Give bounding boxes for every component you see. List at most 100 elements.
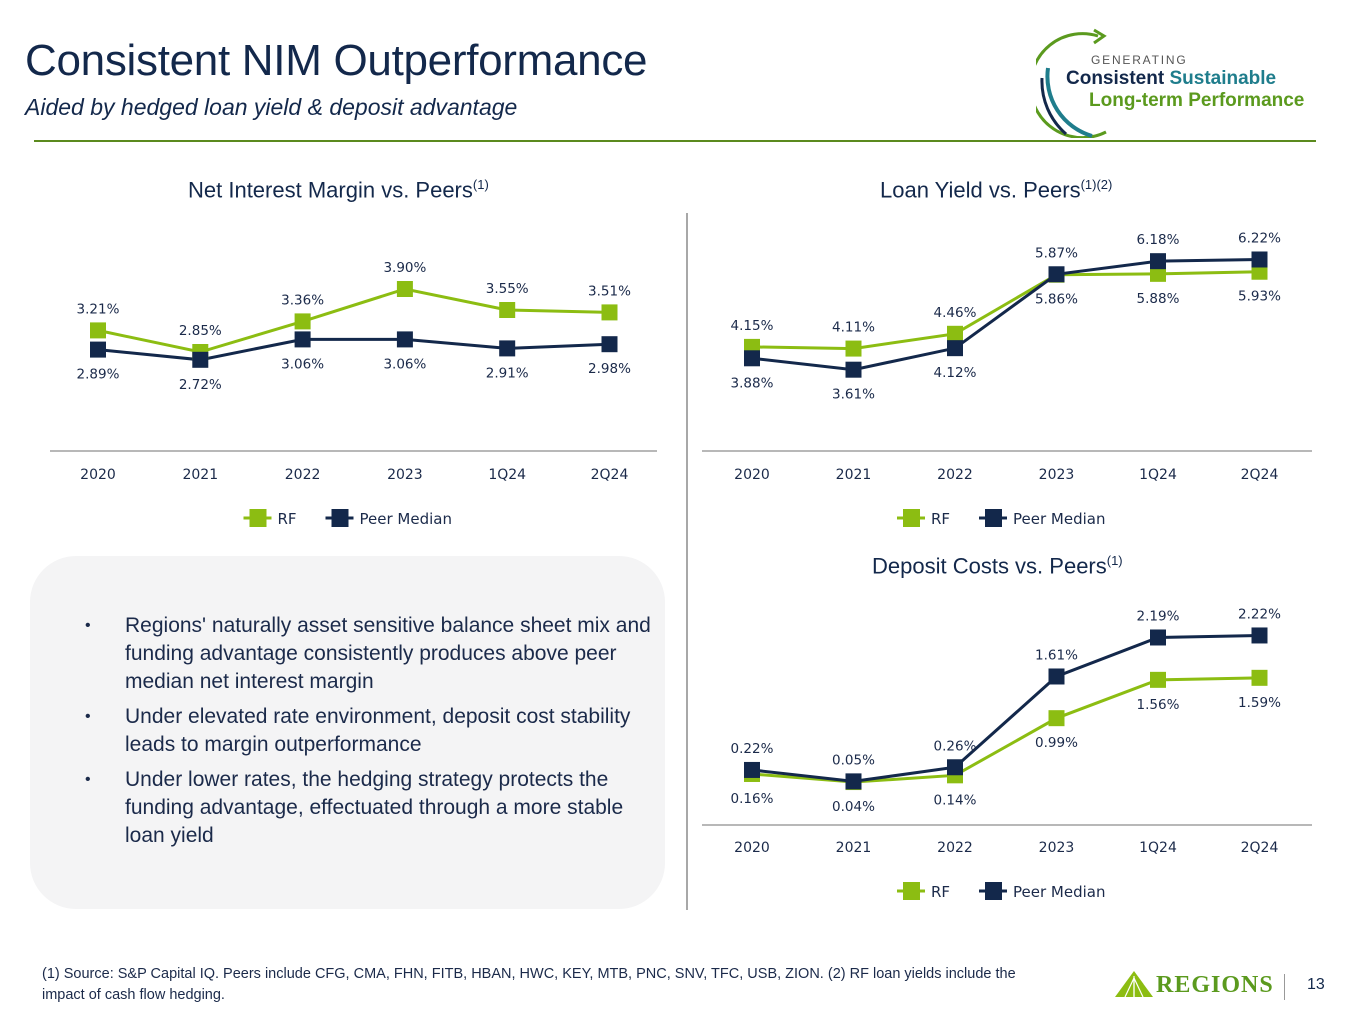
- legend-square-icon: [331, 509, 349, 527]
- rf-data-label: 3.51%: [588, 283, 631, 299]
- peer-median-data-point: [845, 773, 862, 790]
- peer-median-data-point: [90, 341, 106, 358]
- deposit-chart-title: Deposit Costs vs. Peers(1): [872, 553, 1123, 579]
- peer-median-data-point: [601, 336, 618, 353]
- peer-median-data-point: [1251, 251, 1268, 268]
- legend-label-rf: RF: [931, 883, 950, 901]
- deposit-title-text: Deposit Costs vs. Peers: [872, 553, 1107, 579]
- rf-series-line: [751, 676, 1260, 784]
- rf-data-label: 0.16%: [731, 791, 774, 807]
- peer-median-data-label: 2.98%: [588, 361, 631, 377]
- rf-data-label: 4.11%: [832, 320, 875, 336]
- rf-data-label: 1.59%: [1238, 695, 1281, 711]
- x-tick-label: 2Q24: [1241, 840, 1279, 856]
- x-tick-label: 1Q24: [1139, 467, 1177, 483]
- rf-data-label: 2.85%: [179, 323, 222, 339]
- key-points-callout: • Regions' naturally asset sensitive bala…: [30, 556, 665, 909]
- chart-legend: RF Peer Median: [897, 509, 1105, 528]
- peer-median-data-label: 3.61%: [832, 387, 875, 403]
- rf-data-point: [601, 304, 618, 321]
- peer-median-data-label: 4.12%: [934, 365, 977, 381]
- rf-data-point: [396, 281, 413, 297]
- loan-title-text: Loan Yield vs. Peers: [880, 177, 1081, 203]
- regions-pyramid-icon: [1115, 971, 1153, 998]
- x-tick-label: 2Q24: [1241, 467, 1279, 483]
- peer-median-data-label: 5.87%: [1035, 245, 1078, 261]
- header-divider: [34, 140, 1316, 142]
- rf-data-point: [1048, 710, 1065, 727]
- peer-median-data-label: 0.26%: [934, 738, 977, 754]
- peer-median-data-point: [1150, 629, 1166, 646]
- legend-square-icon: [985, 509, 1002, 527]
- key-points-list: • Regions' naturally asset sensitive bala…: [85, 612, 655, 857]
- arc-arrow-icon: [1036, 28, 1107, 138]
- rf-data-label: 0.04%: [832, 799, 875, 815]
- bullet-icon: •: [85, 617, 91, 634]
- x-tick-label: 1Q24: [488, 467, 526, 483]
- rf-data-label: 3.55%: [486, 281, 529, 297]
- peer-median-data-label: 2.22%: [1238, 606, 1281, 622]
- logo-line2: Long-term Performance: [1089, 90, 1305, 111]
- rf-series-line: [97, 287, 610, 354]
- peer-median-data-point: [1150, 253, 1166, 270]
- x-tick-label: 2020: [80, 467, 116, 483]
- rf-data-label: 3.90%: [383, 260, 426, 276]
- rf-data-label: 1.56%: [1137, 697, 1180, 713]
- loan-title-footnote: (1)(2): [1080, 177, 1113, 192]
- deposit-title-footnote: (1): [1106, 553, 1123, 568]
- bullet-icon: •: [85, 708, 91, 725]
- peer-median-series-line: [751, 257, 1260, 372]
- peer-median-data-point: [744, 761, 760, 778]
- regions-wordmark: Regions: [1156, 972, 1274, 998]
- peer-median-series-line: [751, 633, 1260, 783]
- peer-median-data-label: 3.88%: [731, 375, 774, 391]
- bullet-icon: •: [85, 771, 91, 788]
- peer-median-data-label: 2.19%: [1137, 608, 1180, 624]
- peer-median-data-point: [1048, 668, 1065, 685]
- generating-performance-logo: GENERATING Consistent Sustainable Long-t…: [1036, 28, 1326, 138]
- peer-median-data-point: [192, 351, 209, 368]
- legend-label-peer-median: Peer Median: [1013, 510, 1105, 528]
- logo-generating: GENERATING: [1091, 53, 1188, 67]
- rf-data-label: 3.36%: [281, 292, 324, 308]
- legend-label-rf: RF: [278, 510, 297, 528]
- rf-data-label: 0.99%: [1035, 735, 1078, 751]
- x-tick-label: 2021: [836, 467, 872, 483]
- rf-data-point: [499, 302, 516, 318]
- peer-median-data-label: 1.61%: [1035, 647, 1078, 663]
- peer-median-data-point: [947, 340, 963, 357]
- peer-median-data-point: [947, 759, 963, 776]
- rf-data-point: [1251, 263, 1268, 280]
- rf-series-line: [751, 270, 1260, 351]
- rf-data-label: 5.88%: [1137, 291, 1180, 307]
- chart-legend: RF Peer Median: [243, 509, 452, 528]
- peer-median-data-point: [294, 331, 311, 348]
- peer-median-data-label: 3.06%: [383, 356, 426, 372]
- rf-data-label: 4.15%: [731, 318, 774, 334]
- key-point-item: • Under lower rates, the hedging strategy…: [85, 766, 655, 850]
- rf-data-point: [947, 325, 963, 342]
- page-subtitle: Aided by hedged loan yield & deposit adv…: [25, 94, 518, 120]
- rf-data-label: 0.14%: [934, 792, 977, 808]
- key-point-text: Under lower rates, the hedging strategy …: [125, 768, 624, 847]
- legend-label-peer-median: Peer Median: [360, 510, 452, 528]
- x-tick-label: 2023: [1039, 840, 1075, 856]
- key-point-text: Regions' naturally asset sensitive balan…: [125, 614, 651, 693]
- legend-square-icon: [903, 509, 920, 527]
- logo-sustainable: Sustainable: [1169, 68, 1277, 89]
- key-point-item: • Under elevated rate environment, deposi…: [85, 703, 655, 759]
- peer-median-data-point: [744, 350, 760, 367]
- logo-line1: Consistent Sustainable: [1066, 68, 1276, 90]
- peer-median-series-line: [97, 337, 610, 362]
- x-tick-label: 2022: [937, 840, 973, 856]
- peer-median-data-label: 0.22%: [731, 741, 774, 757]
- peer-median-data-label: 2.91%: [486, 365, 529, 381]
- footer-separator: [1284, 974, 1285, 1000]
- peer-median-data-point: [1048, 266, 1065, 283]
- legend-square-icon: [249, 509, 267, 527]
- x-tick-label: 2022: [937, 467, 973, 483]
- loan-chart-title: Loan Yield vs. Peers(1)(2): [880, 177, 1112, 203]
- x-tick-label: 2023: [1039, 467, 1075, 483]
- rf-data-point: [294, 313, 311, 330]
- source-footnote: (1) Source: S&P Capital IQ. Peers includ…: [42, 966, 1016, 1003]
